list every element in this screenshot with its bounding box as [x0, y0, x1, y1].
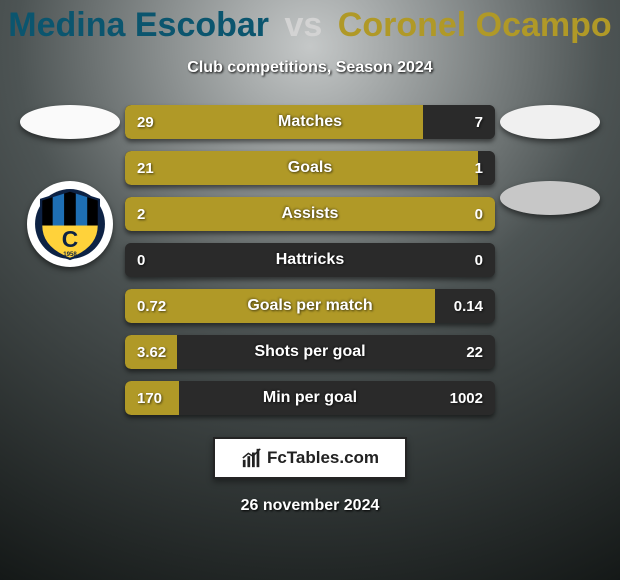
stat-label: Assists: [125, 205, 495, 223]
brand-text: FcTables.com: [267, 448, 379, 468]
stat-label: Matches: [125, 113, 495, 131]
club-badge-icon: C 1958: [32, 186, 108, 262]
stat-value-right: 1002: [450, 390, 483, 407]
stat-row: 29Matches7: [125, 105, 495, 139]
stat-row: 21Goals1: [125, 151, 495, 185]
player1-silhouette-placeholder: [20, 105, 120, 139]
date: 26 november 2024: [0, 497, 620, 515]
stat-label: Goals: [125, 159, 495, 177]
stat-value-right: 0.14: [454, 298, 483, 315]
stat-value-right: 22: [466, 344, 483, 361]
player1-name: Medina Escobar: [8, 6, 269, 44]
stat-value-right: 1: [475, 160, 483, 177]
vs-label: vs: [284, 6, 322, 44]
stat-value-right: 7: [475, 114, 483, 131]
player2-silhouette-placeholder: [500, 105, 600, 139]
stat-label: Hattricks: [125, 251, 495, 269]
subtitle: Club competitions, Season 2024: [0, 59, 620, 77]
stat-row: 2Assists0: [125, 197, 495, 231]
player2-club-badge-placeholder: [500, 181, 600, 215]
svg-text:C: C: [62, 226, 78, 252]
stat-value-right: 0: [475, 252, 483, 269]
stat-label: Min per goal: [125, 389, 495, 407]
stat-label: Goals per match: [125, 297, 495, 315]
page-title: Medina Escobar vs Coronel Ocampo: [0, 0, 620, 45]
brand-logo: FcTables.com: [213, 437, 407, 479]
stat-value-right: 0: [475, 206, 483, 223]
stat-row: 170Min per goal1002: [125, 381, 495, 415]
stat-label: Shots per goal: [125, 343, 495, 361]
stat-row: 0Hattricks0: [125, 243, 495, 277]
player1-club-badge: C 1958: [27, 181, 113, 267]
stats-bars: 29Matches721Goals12Assists00Hattricks00.…: [125, 105, 495, 415]
stat-row: 0.72Goals per match0.14: [125, 289, 495, 323]
left-column: C 1958: [15, 105, 125, 415]
chart-icon: [241, 447, 263, 469]
comparison-body: C 1958 29Matches721Goals12Assists00Hattr…: [0, 105, 620, 415]
right-column: [495, 105, 605, 415]
player2-name: Coronel Ocampo: [338, 6, 612, 44]
stat-row: 3.62Shots per goal22: [125, 335, 495, 369]
